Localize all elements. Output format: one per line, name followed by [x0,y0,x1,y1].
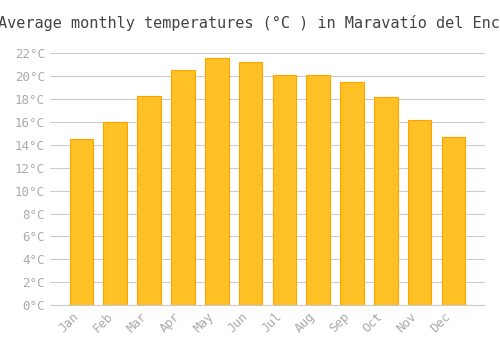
Bar [442,137,465,305]
Bar [238,63,262,305]
Bar [272,75,296,305]
Bar [104,122,127,305]
Bar [205,58,229,305]
Bar [306,75,330,305]
Bar [408,120,432,305]
Bar [340,82,364,305]
Title: Average monthly temperatures (°C ) in Maravatío del Encinal: Average monthly temperatures (°C ) in Ma… [0,15,500,31]
Bar [171,70,194,305]
Bar [374,97,398,305]
Bar [70,139,94,305]
Bar [138,96,161,305]
